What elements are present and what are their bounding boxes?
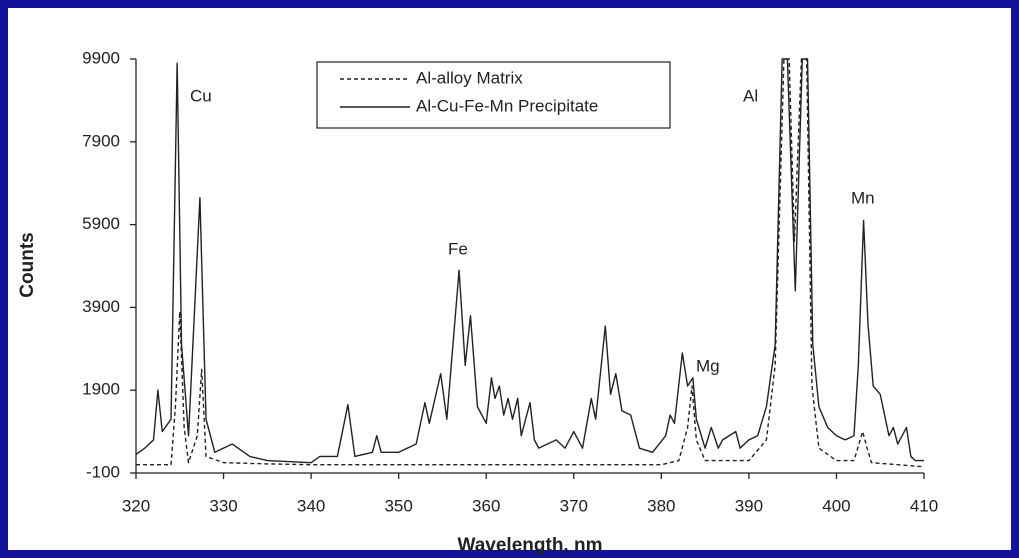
x-tick-label: 390 xyxy=(735,496,763,515)
x-tick-label: 410 xyxy=(910,496,938,515)
annotation: Cu xyxy=(190,86,212,105)
x-tick-label: 360 xyxy=(472,496,500,515)
legend-label: Al-Cu-Fe-Mn Precipitate xyxy=(416,96,598,115)
y-tick-label: 3900 xyxy=(82,297,120,316)
y-axis-label: Counts xyxy=(17,232,38,297)
series-line xyxy=(136,58,925,468)
x-tick-label: 340 xyxy=(297,496,325,515)
x-axis-label: Wavelength, nm xyxy=(458,535,603,556)
annotation: Mg xyxy=(696,356,720,375)
plot-area xyxy=(136,58,925,468)
annotation: Mn xyxy=(851,188,875,207)
x-tick-label: 380 xyxy=(647,496,675,515)
x-tick-label: 330 xyxy=(209,496,237,515)
x-tick-label: 400 xyxy=(822,496,850,515)
series-line xyxy=(136,58,924,464)
x-tick-label: 350 xyxy=(384,496,412,515)
legend-label: Al-alloy Matrix xyxy=(416,68,523,87)
x-tick-label: 320 xyxy=(122,496,150,515)
annotation: Al xyxy=(743,86,758,105)
annotation: Fe xyxy=(448,239,468,258)
y-tick-label: -100 xyxy=(86,462,120,481)
y-tick-label: 5900 xyxy=(82,214,120,233)
y-tick-label: 9900 xyxy=(82,48,120,67)
y-tick-label: 1900 xyxy=(82,380,120,399)
y-tick-label: 7900 xyxy=(82,131,120,150)
x-tick-label: 370 xyxy=(560,496,588,515)
legend xyxy=(316,61,671,129)
